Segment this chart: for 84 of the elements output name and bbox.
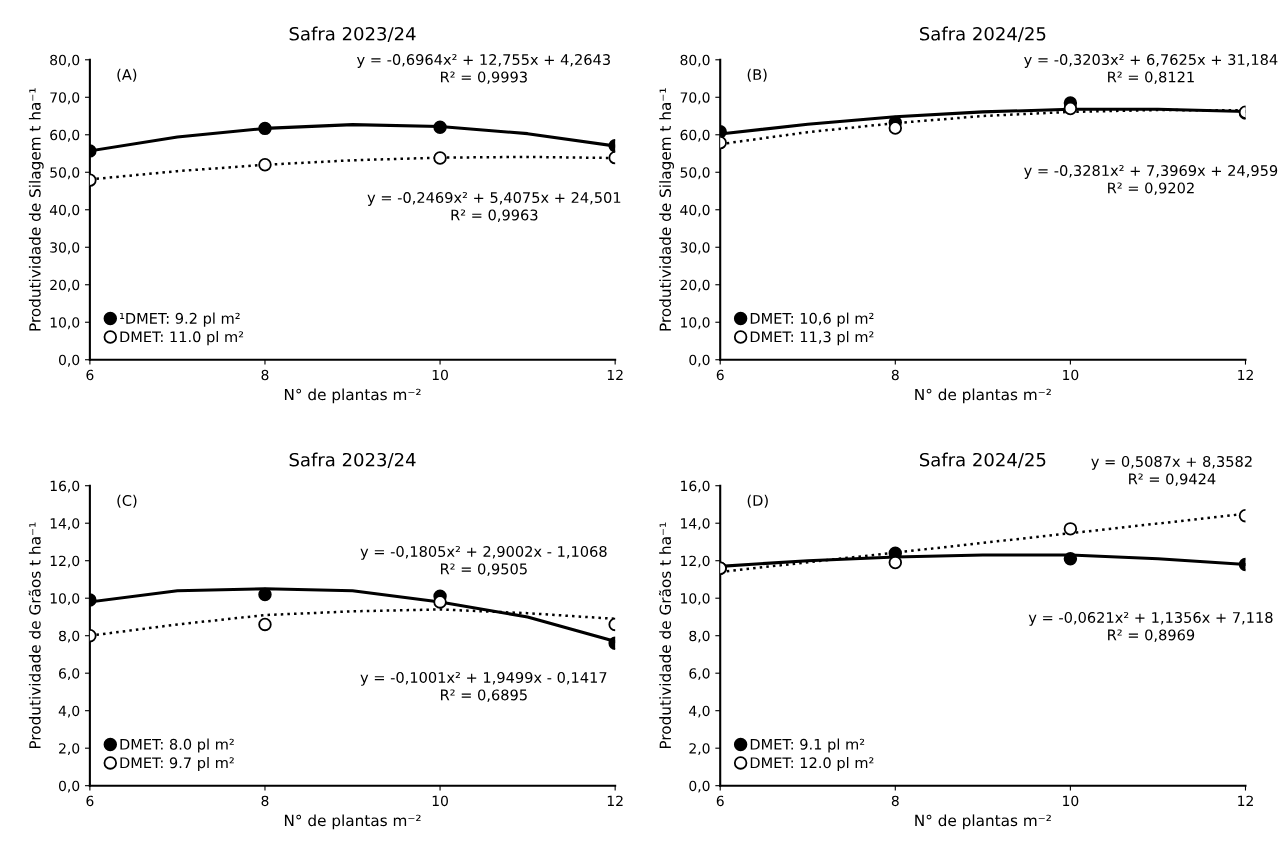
x-tick-label: 10 <box>432 795 448 807</box>
y-tick-label: 70,0 <box>50 92 80 105</box>
annotation: y = -0,3203x² + 6,7625x + 31,184 R² = 0,8121 <box>1024 54 1278 84</box>
legend-label: DMET: 9.1 pl m² <box>750 738 865 753</box>
y-axis-title: Produtividade de Grãos t ha⁻¹ <box>28 522 41 749</box>
y-tick-label: 10,0 <box>50 317 80 330</box>
x-tick-label: 8 <box>891 369 899 381</box>
annotation: (D) <box>747 494 768 508</box>
y-tick-label: 80,0 <box>680 54 710 67</box>
x-tick-label: 10 <box>1063 369 1079 381</box>
y-tick-label: 12,0 <box>50 555 80 568</box>
chart-title: Safra 2023/24 <box>289 452 416 468</box>
y-tick-label: 0,0 <box>58 354 80 367</box>
y-tick-label: 20,0 <box>50 279 80 292</box>
x-axis-title: N° de plantas m⁻² <box>915 388 1051 404</box>
annotation: y = -0,2469x² + 5,4075x + 24,501 R² = 0,9963 <box>367 192 621 222</box>
legend-label: DMET: 10,6 pl m² <box>750 312 874 327</box>
y-tick-label: 20,0 <box>680 279 710 292</box>
x-tick-label: 8 <box>261 795 269 807</box>
x-tick-label: 10 <box>432 369 448 381</box>
y-tick-label: 14,0 <box>50 518 80 531</box>
x-tick-label: 6 <box>86 369 94 381</box>
annotation: y = -0,1001x² + 1,9499x - 0,1417 R² = 0,6895 <box>360 671 607 702</box>
y-tick-label: 16,0 <box>681 480 710 493</box>
y-tick-label: 6,0 <box>59 668 80 681</box>
x-axis-title: N° de plantas m⁻² <box>284 814 421 830</box>
chart-title: Safra 2024/25 <box>919 452 1046 468</box>
y-tick-label: 40,0 <box>49 204 80 217</box>
y-tick-label: 4,0 <box>58 705 80 718</box>
y-tick-label: 50,0 <box>680 167 710 180</box>
legend-label: DMET: 11.0 pl m² <box>120 331 244 346</box>
y-tick-label: 10,0 <box>681 593 710 606</box>
y-tick-label: 8,0 <box>59 630 80 643</box>
y-tick-label: 2,0 <box>59 743 80 756</box>
x-tick-label: 12 <box>607 795 623 806</box>
annotation: (B) <box>747 68 767 82</box>
x-tick-label: 12 <box>1238 795 1253 806</box>
legend-label: DMET: 11,3 pl m² <box>750 331 874 346</box>
y-tick-label: 0,0 <box>689 780 710 793</box>
y-tick-label: 12,0 <box>681 555 710 568</box>
x-tick-label: 8 <box>261 369 269 381</box>
legend-label: ¹DMET: 9.2 pl m² <box>120 312 240 327</box>
annotation: y = 0,5087x + 8,3582 R² = 0,9424 <box>1091 455 1252 486</box>
y-tick-label: 70,0 <box>680 92 710 105</box>
y-tick-label: 0,0 <box>689 354 710 367</box>
annotation: y = -0,0621x² + 1,1356x + 7,118 R² = 0,8969 <box>1028 611 1273 642</box>
chart-title: Safra 2024/25 <box>919 26 1046 43</box>
y-axis-title: Produtividade de Silagem t ha⁻¹ <box>28 88 44 331</box>
x-tick-label: 6 <box>716 369 724 381</box>
y-axis-title: Produtividade de Silagem t ha⁻¹ <box>659 88 675 331</box>
y-tick-label: 40,0 <box>680 204 710 217</box>
x-tick-label: 12 <box>1238 369 1253 381</box>
chart-title: Safra 2023/24 <box>289 26 416 43</box>
legend-label: DMET: 12.0 pl m² <box>750 756 874 772</box>
y-tick-label: 30,0 <box>50 242 80 255</box>
y-tick-label: 10,0 <box>50 593 80 606</box>
annotation: y = -0,6964x² + 12,755x + 4,2643 R² = 0,9993 <box>356 54 610 84</box>
x-axis-title: N° de plantas m⁻² <box>284 388 421 404</box>
x-axis-title: N° de plantas m⁻² <box>915 814 1051 830</box>
annotation: y = -0,3281x² + 7,3969x + 24,959 R² = 0,9202 <box>1024 165 1278 195</box>
y-tick-label: 2,0 <box>689 743 710 756</box>
x-tick-label: 12 <box>607 369 623 381</box>
y-tick-label: 10,0 <box>681 317 710 330</box>
y-axis-title: Produtividade de Grãos t ha⁻¹ <box>658 522 672 749</box>
y-tick-label: 4,0 <box>689 705 710 718</box>
y-tick-label: 0,0 <box>58 780 80 793</box>
y-tick-label: 6,0 <box>689 668 710 681</box>
x-tick-label: 10 <box>1063 795 1079 807</box>
x-tick-label: 6 <box>86 795 94 807</box>
legend-label: DMET: 8.0 pl m² <box>120 738 234 753</box>
y-tick-label: 14,0 <box>681 518 710 531</box>
y-tick-label: 30,0 <box>680 242 710 255</box>
annotation: (C) <box>117 494 137 508</box>
x-tick-label: 6 <box>716 795 724 807</box>
y-tick-label: 80,0 <box>50 54 80 67</box>
y-tick-label: 16,0 <box>50 480 80 493</box>
x-tick-label: 8 <box>891 795 899 807</box>
y-tick-label: 60,0 <box>50 129 80 142</box>
legend-label: DMET: 9.7 pl m² <box>120 756 234 772</box>
y-tick-label: 50,0 <box>50 167 80 180</box>
annotation: y = -0,1805x² + 2,9002x - 1,1068 R² = 0,9505 <box>360 545 607 576</box>
annotation: (A) <box>117 68 137 82</box>
y-tick-label: 60,0 <box>680 129 710 142</box>
y-tick-label: 8,0 <box>689 630 710 643</box>
